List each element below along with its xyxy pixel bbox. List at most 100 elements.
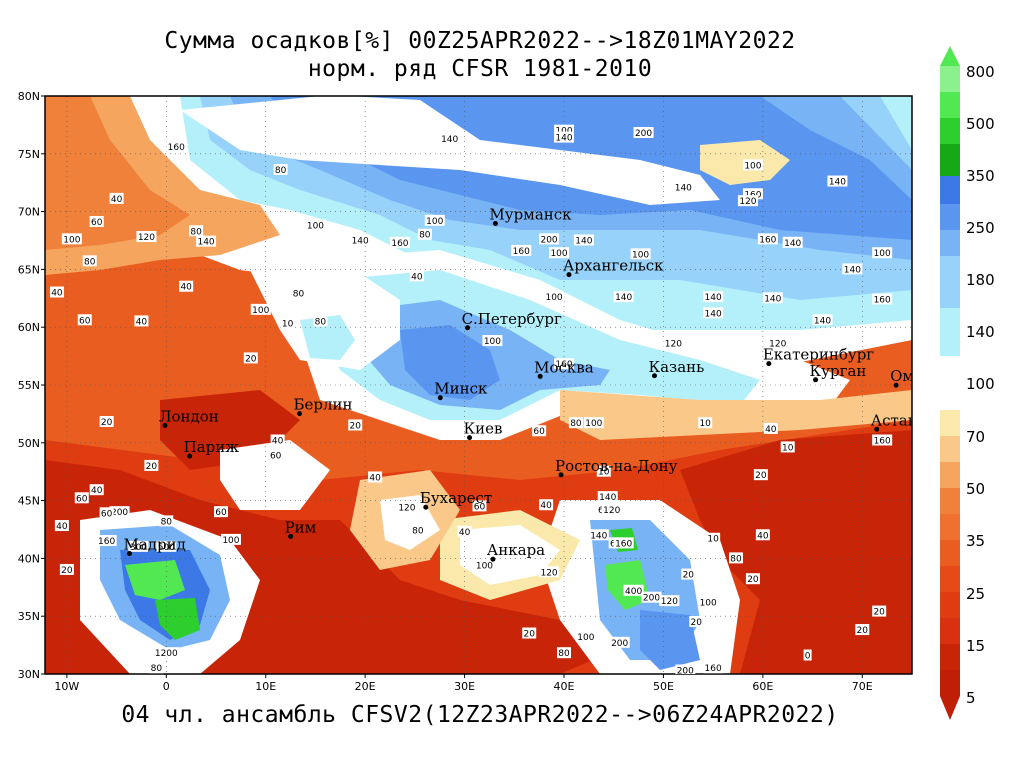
contour-label-bg (872, 434, 893, 446)
lon-label: 40E (554, 680, 575, 693)
contour-label: 20 (101, 418, 113, 428)
contour-label: 80 (570, 419, 582, 429)
city-label: Курган (810, 362, 867, 380)
contour-label-bg (729, 552, 744, 564)
lat-label: 30N (18, 668, 40, 681)
contour-label: 40 (369, 473, 381, 483)
contour-label-bg (189, 225, 204, 237)
city-label: С.Петербург (462, 310, 562, 328)
contour-label-bg (703, 307, 724, 319)
contour-label: 160 (391, 239, 408, 249)
contour-label-bg (742, 188, 763, 200)
contour-label: 80 (730, 554, 742, 564)
contour-label-bg (663, 337, 684, 349)
colorbar-segment (940, 436, 960, 462)
contour-label: 40 (411, 272, 423, 282)
contour-label: 40 (91, 486, 103, 496)
contour-label: 1200 (155, 649, 178, 659)
contour-label: 80 (315, 317, 327, 327)
contour-label: 60 (91, 218, 103, 228)
colorbar-label: 500 (966, 115, 995, 133)
city-dot (766, 361, 772, 367)
contour-label-bg (54, 520, 69, 532)
contour-label-bg (522, 627, 537, 639)
contour-label-bg (755, 529, 770, 541)
map-title: Сумма осадков[%] 00Z25APR2022-->18Z01MAY… (164, 28, 796, 54)
colorbar-segment (940, 92, 960, 118)
contour-label-bg (583, 417, 604, 429)
contour-label-bg (855, 624, 870, 636)
contour-label: 20 (857, 626, 869, 636)
contour-label: 60 (215, 508, 227, 518)
contour-label-bg (109, 506, 130, 518)
colorbar-segment (940, 670, 960, 696)
contour-label-bg (757, 233, 778, 245)
contour-label-bg (763, 422, 778, 434)
city-label: Москва (534, 358, 594, 376)
city-dot (127, 551, 133, 557)
contour-label-bg (457, 525, 472, 537)
lat-label: 60N (18, 321, 40, 334)
contour-label: 100 (585, 419, 602, 429)
contour-label-bg (61, 233, 82, 245)
contour-label: 40 (180, 283, 192, 293)
contour-label-bg (417, 228, 432, 240)
ensemble-footer: 04 чл. ансамбль CFSV2(12Z23APR2022-->06Z… (121, 702, 839, 728)
contour-label-bg (872, 605, 887, 617)
contour-label-bg (243, 352, 258, 364)
colorbar-segment (940, 66, 960, 92)
contour-label: 40 (111, 195, 123, 205)
city-dot (490, 556, 496, 562)
contour-label: 200 (111, 508, 128, 518)
contour-label: 40 (56, 522, 68, 532)
contour-label-bg (472, 500, 487, 512)
city-dot (297, 411, 303, 417)
contour-label: 20 (755, 471, 767, 481)
contour-label: 140 (814, 316, 831, 326)
contour-label: 80 (275, 166, 287, 176)
contour-label-bg (474, 559, 495, 571)
contour-label-bg (213, 506, 228, 518)
contour-label-bg (89, 216, 104, 228)
contour-label-bg (633, 126, 654, 138)
contour-label: 120 (603, 506, 620, 516)
city-label: Париж (184, 438, 240, 456)
colorbar-segment (940, 230, 960, 256)
contour-label-bg (737, 195, 758, 207)
contour-label-bg (280, 317, 295, 329)
contour-label: 80 (419, 231, 431, 241)
contour-label-bg (166, 140, 187, 152)
contour-label: 60 (101, 509, 113, 519)
lon-label: 30E (454, 680, 475, 693)
city-dot (423, 504, 429, 510)
contour-label: 60 (533, 427, 545, 437)
contour-label: 40 (272, 436, 284, 446)
contour-label-bg (305, 219, 326, 231)
lon-label: 70E (852, 680, 873, 693)
contour-label-bg (554, 358, 575, 370)
contour-label: 100 (700, 598, 717, 608)
field-scandi-white (250, 260, 400, 370)
colorbar-label: 35 (966, 532, 985, 550)
contour-label: 120 (138, 233, 155, 243)
colorbar-segment (940, 144, 960, 176)
contour-label-bg (753, 469, 768, 481)
contour-label: 160 (615, 539, 632, 549)
contour-label-bg (675, 664, 696, 674)
contour-label-bg (703, 291, 724, 303)
city-label: Омск (890, 367, 932, 385)
lon-label: 0 (163, 680, 170, 693)
colorbar-label: 100 (966, 375, 995, 393)
contour-label-bg (812, 314, 833, 326)
contour-label-bg (156, 540, 177, 552)
contour-label: 120 (739, 197, 756, 207)
contour-label-bg (641, 591, 662, 603)
contour-label: 100 (874, 249, 891, 259)
contour-label: 100 (484, 337, 501, 347)
contour-label-bg (220, 533, 241, 545)
contour-label-bg (49, 286, 64, 298)
contour-label: 160 (98, 537, 115, 547)
contour-label-bg (623, 584, 644, 596)
contour-label-bg (613, 537, 634, 549)
contour-label-bg (539, 499, 554, 511)
